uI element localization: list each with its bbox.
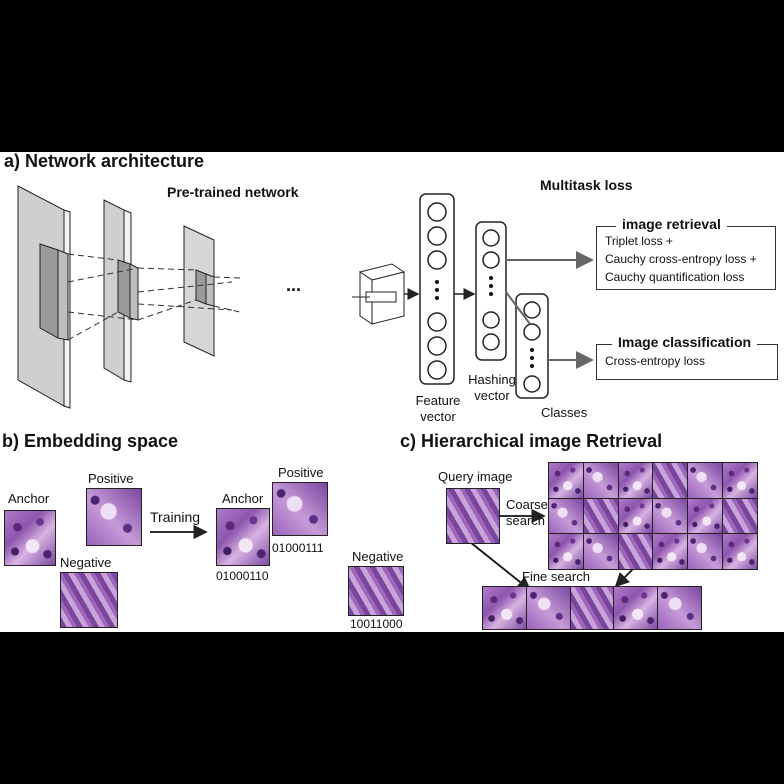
positive-label-2: Positive bbox=[278, 465, 324, 480]
arrow-hash-to-classes bbox=[505, 291, 531, 325]
anchor-label-2: Anchor bbox=[222, 491, 264, 506]
query-image-patch bbox=[446, 488, 500, 544]
classes-label: Classes bbox=[541, 405, 588, 420]
classification-box-title: Image classification bbox=[612, 335, 758, 349]
coarse-result-tile bbox=[583, 498, 618, 534]
coarse-result-tile bbox=[723, 463, 757, 498]
coarse-result-tile bbox=[618, 463, 653, 498]
coarse-result-tile bbox=[549, 534, 583, 569]
classification-line-1: Cross-entropy loss bbox=[605, 354, 706, 368]
fine-search-label: Fine search bbox=[522, 569, 590, 584]
cnn-layer-3 bbox=[183, 225, 215, 357]
fine-results-strip bbox=[482, 586, 702, 630]
feature-vector-label: Feature vector bbox=[415, 393, 461, 424]
section-c-title: c) Hierarchical image Retrieval bbox=[400, 431, 663, 451]
retrieval-loss-box: Triplet loss + Cauchy cross-entropy loss… bbox=[596, 226, 776, 290]
coarse-result-tile bbox=[688, 498, 723, 534]
cnn-layer-1 bbox=[17, 185, 71, 409]
negative-patch bbox=[60, 572, 118, 628]
network-diagram bbox=[17, 185, 641, 592]
fine-result-tile bbox=[614, 587, 658, 629]
coarse-result-tile bbox=[583, 534, 618, 569]
projection-lines bbox=[67, 253, 241, 341]
negative-label-2: Negative bbox=[352, 549, 404, 564]
fine-result-tile bbox=[526, 587, 570, 629]
positive-code: 01000111 bbox=[272, 541, 324, 555]
negative-label: Negative bbox=[60, 555, 112, 570]
retrieval-box-title: image retrieval bbox=[616, 217, 727, 231]
retrieval-line-1: Triplet loss + bbox=[605, 234, 673, 248]
training-label: Training bbox=[150, 509, 201, 525]
coarse-result-tile bbox=[549, 498, 583, 534]
coarse-result-tile bbox=[723, 498, 757, 534]
coarse-result-tile bbox=[653, 463, 688, 498]
coarse-result-tile bbox=[618, 534, 653, 569]
feature-vector bbox=[419, 193, 455, 385]
fine-result-tile bbox=[483, 587, 526, 629]
pretrained-network-label: Pre-trained network bbox=[167, 184, 299, 200]
section-b-title: b) Embedding space bbox=[2, 431, 179, 451]
negative-code: 10011000 bbox=[350, 617, 403, 631]
coarse-search-label-2: search bbox=[506, 513, 546, 528]
small-cube bbox=[352, 263, 406, 325]
fine-result-tile bbox=[570, 587, 614, 629]
coarse-result-tile bbox=[618, 498, 653, 534]
retrieval-line-3: Cauchy quantification loss bbox=[605, 270, 745, 284]
hashing-vector bbox=[475, 221, 507, 361]
coarse-result-tile bbox=[688, 534, 723, 569]
fine-result-tile bbox=[658, 587, 701, 629]
positive-patch-2 bbox=[272, 482, 328, 536]
anchor-label: Anchor bbox=[8, 491, 50, 506]
coarse-search-label-1: Coarse bbox=[506, 497, 548, 512]
ellipsis: ... bbox=[286, 275, 302, 295]
hashing-vector-label: Hashing vector bbox=[468, 372, 516, 403]
coarse-result-tile bbox=[653, 498, 688, 534]
coarse-result-tile bbox=[583, 463, 618, 498]
classification-loss-box: Cross-entropy loss bbox=[596, 344, 778, 380]
negative-patch-2 bbox=[348, 566, 404, 616]
anchor-patch bbox=[4, 510, 56, 566]
classes-vector bbox=[515, 293, 549, 399]
coarse-result-tile bbox=[688, 463, 723, 498]
section-a-title: a) Network architecture bbox=[4, 152, 205, 171]
query-to-fine-arrow bbox=[469, 541, 532, 592]
multitask-loss-label: Multitask loss bbox=[540, 177, 633, 193]
coarse-results-grid bbox=[548, 462, 758, 570]
positive-label: Positive bbox=[88, 471, 134, 486]
query-image-label: Query image bbox=[438, 469, 513, 484]
figure-panel: a) Network architecture Pre-trained netw… bbox=[0, 152, 784, 632]
coarse-result-tile bbox=[549, 463, 583, 498]
positive-patch bbox=[86, 488, 142, 546]
cnn-layer-2 bbox=[103, 199, 139, 383]
retrieval-line-2: Cauchy cross-entropy loss + bbox=[605, 252, 757, 266]
anchor-code: 01000110 bbox=[216, 569, 269, 583]
coarse-result-tile bbox=[653, 534, 688, 569]
coarse-result-tile bbox=[723, 534, 757, 569]
anchor-patch-2 bbox=[216, 508, 270, 566]
